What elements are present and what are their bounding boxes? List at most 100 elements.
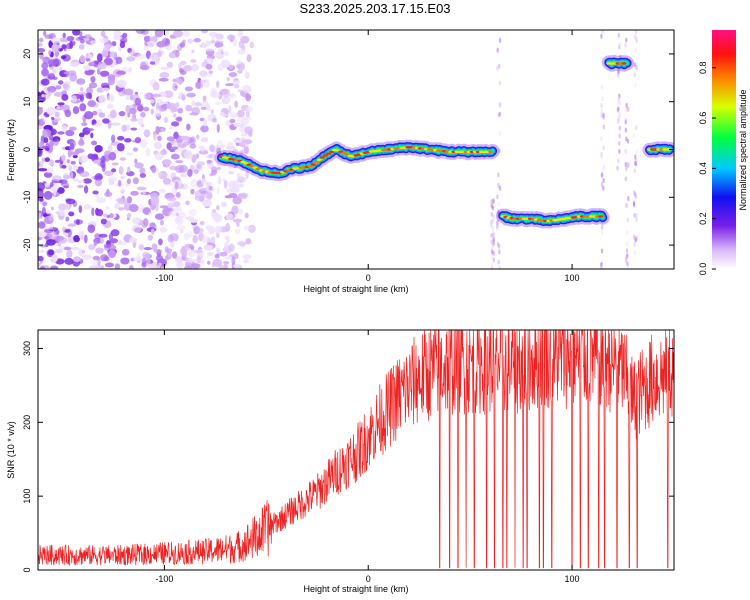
spectrogram-noise-blob: [40, 265, 45, 269]
spectrogram-noise-blob: [109, 109, 117, 119]
spectrogram-noise-blob: [154, 30, 164, 38]
spectrogram-noise-blob: [143, 45, 149, 51]
spectrogram-noise-blob: [189, 143, 197, 149]
spectrogram-x-tick-label: 100: [565, 273, 580, 283]
spectrogram-noise-blob: [214, 101, 221, 106]
spectrogram-noise-blob: [238, 40, 245, 49]
spectrogram-noise-blob: [232, 148, 239, 156]
spectrogram-peak: [246, 163, 252, 166]
spectrogram-peak: [665, 148, 671, 151]
spectrogram-noise-blob: [63, 174, 71, 180]
spectrogram-noise-blob: [617, 68, 620, 74]
spectrogram-noise-blob: [104, 191, 113, 198]
spectrogram-noise-blob: [153, 141, 163, 150]
spectrogram-noise-blob: [134, 158, 138, 164]
spectrogram-noise-blob: [96, 197, 106, 204]
spectrogram-y-label: Frequency (Hz): [6, 119, 16, 181]
spectrogram-noise-blob: [206, 57, 214, 65]
spectrogram-noise-blob: [233, 83, 240, 89]
spectrogram-noise-blob: [87, 153, 94, 160]
spectrogram-noise-blob: [64, 257, 74, 265]
spectrogram-noise-blob: [237, 208, 244, 215]
spectrogram-noise-blob: [633, 241, 636, 247]
spectrogram-noise-blob: [184, 86, 194, 92]
spectrogram-noise-blob: [243, 145, 249, 155]
spectrogram-noise-blob: [161, 159, 172, 166]
spectrogram-noise-blob: [232, 218, 243, 223]
spectrogram-noise-blob: [206, 104, 211, 111]
spectrogram-noise-blob: [177, 78, 183, 85]
spectrogram-noise-blob: [118, 166, 124, 175]
spectrogram-noise-blob: [496, 194, 499, 200]
spectrogram-noise-blob: [168, 51, 178, 59]
spectrogram-noise-blob: [490, 203, 493, 209]
spectrogram-noise-blob: [103, 243, 112, 249]
spectrogram-noise-blob: [233, 252, 239, 260]
spectrogram-noise-blob: [114, 263, 121, 269]
spectrogram-noise-blob: [84, 234, 88, 244]
spectrogram-noise-blob: [79, 170, 90, 178]
spectrogram-noise-blob: [199, 220, 205, 226]
spectrogram-noise-blob: [618, 133, 621, 139]
spectrogram-noise-blob: [76, 78, 86, 85]
spectrogram-noise-blob: [104, 262, 115, 268]
spectrogram-noise-blob: [186, 123, 191, 131]
spectrogram-noise-blob: [180, 60, 187, 66]
spectrogram-noise-blob: [38, 42, 43, 47]
snr-y-tick-label: 300: [22, 341, 32, 356]
spectrogram-noise-blob: [158, 188, 166, 193]
spectrogram-noise-blob: [624, 161, 627, 167]
spectrogram-noise-blob: [175, 116, 182, 122]
colorbar-tick-label: 0.2: [698, 212, 708, 225]
spectrogram-noise-blob: [214, 253, 220, 259]
spectrogram-noise-blob: [214, 225, 223, 234]
spectrogram-noise-blob: [59, 37, 69, 43]
spectrogram-noise-blob: [179, 172, 188, 178]
spectrogram-noise-blob: [102, 213, 108, 218]
spectrogram-noise-blob: [224, 242, 229, 249]
spectrogram-noise-blob: [135, 30, 146, 34]
spectrogram-noise-blob: [79, 55, 86, 63]
spectrogram-noise-blob: [103, 44, 112, 49]
spectrogram-noise-blob: [625, 102, 628, 108]
spectrogram-noise-blob: [600, 181, 604, 187]
spectrogram-noise-blob: [221, 201, 227, 208]
spectrogram-noise-blob: [67, 70, 77, 76]
spectrogram-noise-blob: [624, 118, 628, 124]
spectrogram-noise-blob: [216, 123, 220, 133]
spectrogram-noise-blob: [38, 168, 48, 172]
spectrogram-noise-blob: [179, 70, 187, 75]
spectrogram-noise-blob: [240, 133, 248, 137]
spectrogram-noise-blob: [38, 255, 44, 262]
spectrogram-noise-blob: [618, 140, 621, 146]
spectrogram-noise-blob: [79, 103, 87, 112]
spectrogram-noise-blob: [198, 187, 209, 194]
spectrogram-noise-blob: [634, 30, 638, 35]
spectrogram-noise-blob: [216, 186, 220, 195]
spectrogram-noise-blob: [490, 223, 493, 229]
spectrogram-noise-blob: [137, 105, 144, 112]
spectrogram-noise-blob: [143, 106, 150, 112]
spectrogram-noise-blob: [223, 261, 228, 269]
spectrogram-noise-blob: [175, 49, 180, 58]
spectrogram-noise-blob: [73, 256, 81, 263]
spectrogram-noise-blob: [232, 196, 243, 205]
spectrogram-noise-blob: [213, 213, 223, 222]
spectrogram-noise-blob: [134, 162, 144, 169]
spectrogram-noise-blob: [633, 234, 636, 240]
spectrogram-noise-blob: [174, 181, 179, 190]
spectrogram-noise-blob: [38, 37, 44, 43]
spectrogram-noise-blob: [68, 165, 72, 172]
spectrogram-noise-blob: [164, 255, 169, 261]
spectrogram-noise-blob: [154, 108, 162, 117]
spectrogram-noise-blob: [42, 202, 48, 207]
spectrogram-noise-blob: [120, 257, 130, 265]
spectrogram-peak: [252, 166, 258, 169]
spectrogram-noise-blob: [626, 138, 630, 144]
spectrogram-noise-blob: [66, 35, 75, 42]
spectrogram-noise-blob: [173, 30, 184, 38]
spectrogram-noise-blob: [157, 171, 162, 176]
spectrogram-noise-blob: [207, 252, 215, 257]
spectrogram-noise-blob: [151, 243, 158, 251]
